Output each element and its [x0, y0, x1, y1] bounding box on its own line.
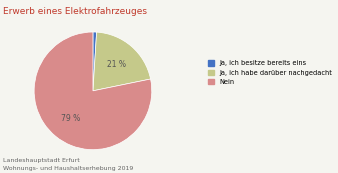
Text: 21 %: 21 % [106, 60, 126, 69]
Wedge shape [93, 32, 97, 91]
Text: 79 %: 79 % [61, 114, 80, 123]
Wedge shape [34, 32, 152, 150]
Wedge shape [93, 32, 150, 91]
Legend: Ja, ich besitze bereits eins, Ja, ich habe darüber nachgedacht, Nein: Ja, ich besitze bereits eins, Ja, ich ha… [206, 58, 335, 87]
Text: Erwerb eines Elektrofahrzeuges: Erwerb eines Elektrofahrzeuges [3, 7, 147, 16]
Text: Wohnungs- und Haushaltserhebung 2019: Wohnungs- und Haushaltserhebung 2019 [3, 166, 134, 171]
Text: Landeshauptstadt Erfurt: Landeshauptstadt Erfurt [3, 158, 80, 163]
